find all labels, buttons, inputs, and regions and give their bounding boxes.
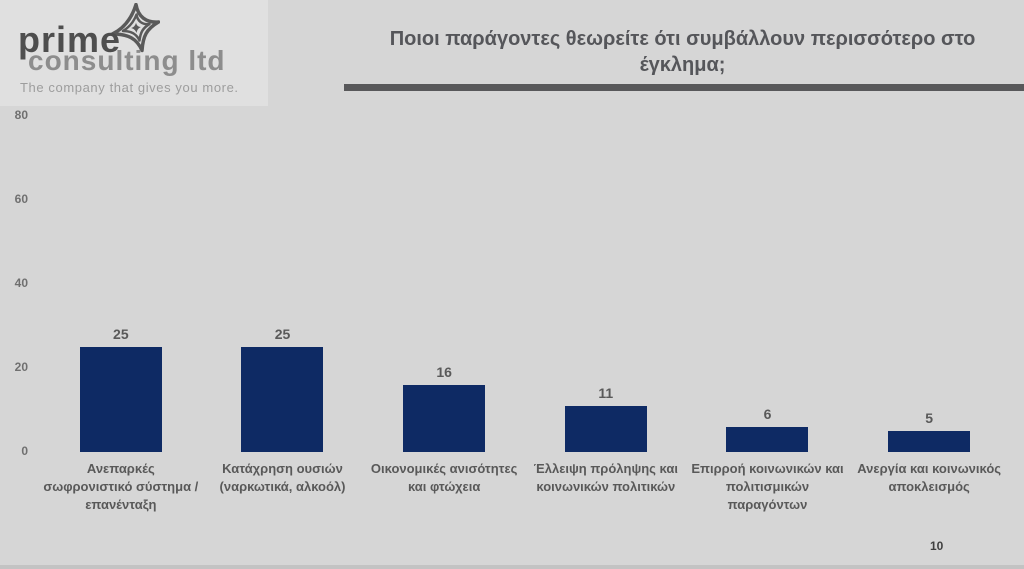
chart-column: 11 — [525, 0, 687, 452]
bar-value-label: 6 — [763, 405, 772, 422]
prime-star-icon — [110, 3, 160, 53]
logo-panel: prime consulting ltd The company that gi… — [0, 0, 268, 106]
bottom-edge-strip — [0, 565, 1024, 569]
y-axis-tick-label: 20 — [14, 360, 28, 374]
bar-value-label: 16 — [436, 363, 452, 380]
bar-value-label: 25 — [274, 326, 291, 342]
bar — [79, 347, 162, 452]
logo-text-prime: prime — [18, 19, 122, 60]
bar — [564, 405, 647, 452]
x-axis-category-label: Ανεργία και κοινωνικός αποκλεισμός — [857, 461, 1002, 494]
x-axis-category-label: Επιρροή κοινωνικών και πολιτισμικών παρα… — [691, 461, 844, 512]
chart-column: 25 — [202, 0, 364, 452]
y-axis-tick-label: 80 — [14, 108, 28, 122]
y-axis-tick-label: 40 — [14, 276, 28, 290]
chart-column: 25 — [40, 0, 202, 452]
chart-column: 16 — [363, 0, 525, 452]
x-axis-category-label: Οικονομικές ανισότητες και φτώχεια — [370, 461, 518, 494]
x-axis-category-label: Έλλειψη πρόληψης και κοινωνικών πολιτικώ… — [533, 461, 678, 494]
bar — [726, 426, 809, 452]
bar-value-label: 11 — [598, 384, 614, 401]
x-axis-category-label: Κατάχρηση ουσιών (ναρκωτικά, αλκοόλ) — [219, 461, 346, 494]
bar — [888, 431, 971, 452]
logo-tagline: The company that gives you more. — [20, 80, 239, 95]
x-axis-category-label: Ανεπαρκές σωφρονιστικό σύστημα / επανέντ… — [43, 461, 199, 512]
title-underline-rule — [344, 84, 1024, 91]
y-axis-tick-label: 0 — [21, 444, 28, 458]
chart-column: 5 — [848, 0, 1010, 452]
page-number: 10 — [930, 539, 944, 553]
slide-title: Ποιοι παράγοντες θεωρείτε ότι συμβάλλουν… — [389, 28, 976, 76]
bar-value-label: 5 — [925, 410, 934, 426]
bar — [241, 347, 324, 452]
logo-text-consulting: consulting ltd — [28, 45, 226, 76]
bar-value-label: 25 — [113, 326, 129, 342]
bar — [403, 384, 486, 452]
chart-column: 6 — [687, 0, 849, 452]
y-axis-tick-label: 60 — [14, 192, 28, 206]
